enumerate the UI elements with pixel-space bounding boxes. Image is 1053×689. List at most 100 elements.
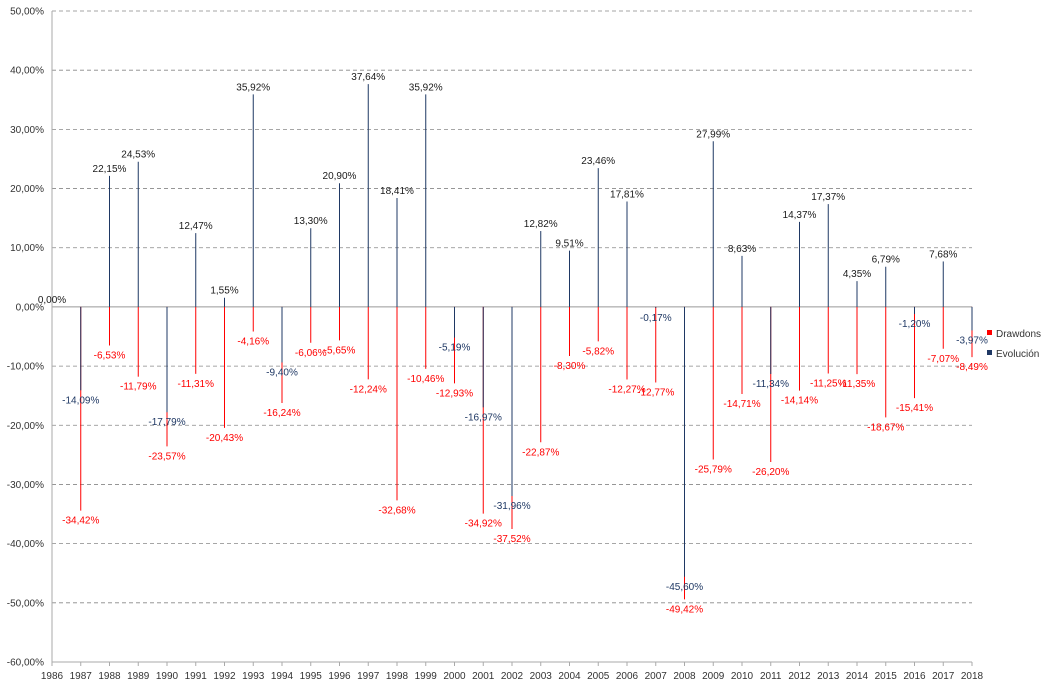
evolucion-data-label: 4,35% xyxy=(843,269,871,280)
evolucion-data-label: 20,90% xyxy=(323,171,357,182)
drawdown-data-label: -10,46% xyxy=(407,374,444,385)
x-tick-label: 2017 xyxy=(932,671,955,682)
bars xyxy=(80,84,973,600)
evolucion-data-label: 12,47% xyxy=(179,221,213,232)
x-tick-label: 2015 xyxy=(875,671,898,682)
x-tick-label: 2016 xyxy=(903,671,926,682)
y-axis: 50,00% 40,00% 30,00% 20,00% 10,00% 0,00% -10,0… xyxy=(7,7,53,669)
x-tick-label: 1986 xyxy=(41,671,64,682)
drawdown-data-label: -5,65% xyxy=(324,345,356,356)
drawdown-data-label: -7,07% xyxy=(927,354,959,365)
x-tick-label: 1998 xyxy=(386,671,409,682)
drawdown-data-label: -6,06% xyxy=(295,348,327,359)
x-tick-label: 2004 xyxy=(558,671,581,682)
x-tick-label: 2010 xyxy=(731,671,754,682)
x-tick-label: 1988 xyxy=(98,671,121,682)
evolucion-data-label: 35,92% xyxy=(236,82,270,93)
evolucion-data-label: -16,97% xyxy=(465,412,502,423)
drawdown-data-label: -11,31% xyxy=(177,379,214,390)
y-tick-label: -40,00% xyxy=(7,539,44,550)
x-tick-label: 2014 xyxy=(846,671,869,682)
evolucion-data-label: 27,99% xyxy=(696,129,730,140)
y-tick-label: -10,00% xyxy=(7,362,44,373)
x-tick-label: 2005 xyxy=(587,671,610,682)
evolucion-data-label: 14,37% xyxy=(783,210,817,221)
x-tick-label: 1987 xyxy=(70,671,93,682)
evolucion-data-label: 17,81% xyxy=(610,190,644,201)
evolucion-data-label: 18,41% xyxy=(380,186,414,197)
x-tick-label: 2012 xyxy=(788,671,811,682)
evolucion-data-label: 6,79% xyxy=(872,255,900,266)
drawdown-data-label: -6,53% xyxy=(94,351,126,362)
drawdown-data-label: -37,52% xyxy=(493,534,530,545)
x-tick-label: 2008 xyxy=(673,671,696,682)
drawdown-data-label: -26,20% xyxy=(752,467,789,478)
drawdown-data-label: -11,79% xyxy=(120,382,157,393)
data-labels: -34,42% -6,53% -11,79% -23,57% -11,31% -20,43… xyxy=(38,72,988,615)
evolucion-data-label: -31,96% xyxy=(493,501,530,512)
drawdown-data-label: -11,35% xyxy=(839,379,876,390)
drawdown-data-label: -18,67% xyxy=(867,422,904,433)
evolucion-data-label: 37,64% xyxy=(351,72,385,83)
x-tick-label: 1995 xyxy=(300,671,323,682)
x-tick-label: 2002 xyxy=(501,671,524,682)
x-tick-label: 1997 xyxy=(357,671,380,682)
evolucion-data-label: -0,17% xyxy=(640,313,672,324)
drawdown-data-label: -11,25% xyxy=(810,378,847,389)
y-tick-label: 50,00% xyxy=(10,7,44,18)
y-tick-label: -60,00% xyxy=(7,658,44,669)
drawdown-data-label: -23,57% xyxy=(148,451,185,462)
y-tick-label: 20,00% xyxy=(10,184,44,195)
evolucion-data-label: 22,15% xyxy=(93,164,127,175)
evolucion-data-label: -5,19% xyxy=(439,343,471,354)
evolucion-data-label: 9,51% xyxy=(555,239,583,250)
evolucion-data-label: -17,79% xyxy=(148,417,185,428)
drawdown-data-label: -4,16% xyxy=(237,337,269,348)
drawdown-data-label: -14,14% xyxy=(781,396,818,407)
drawdown-data-label: -8,49% xyxy=(956,362,988,373)
drawdown-data-label: -12,27% xyxy=(608,385,645,396)
x-tick-label: 2009 xyxy=(702,671,725,682)
x-tick-label: 2006 xyxy=(616,671,639,682)
x-tick-label: 2001 xyxy=(472,671,495,682)
evolucion-data-label: -11,34% xyxy=(752,379,789,390)
evolucion-data-label: -1,20% xyxy=(899,319,931,330)
legend-swatch-drawdons xyxy=(987,330,992,335)
y-tick-label: 40,00% xyxy=(10,66,44,77)
x-tick-label: 2018 xyxy=(961,671,984,682)
evolucion-data-label: -14,09% xyxy=(62,395,99,406)
x-tick-label: 2000 xyxy=(443,671,466,682)
legend-swatch-evolucion xyxy=(987,350,992,355)
evolucion-data-label: 24,53% xyxy=(121,150,155,161)
x-tick-label: 2013 xyxy=(817,671,840,682)
y-tick-label: -50,00% xyxy=(7,598,44,609)
drawdown-data-label: -15,41% xyxy=(896,403,933,414)
drawdown-data-label: -12,93% xyxy=(436,388,473,399)
x-tick-label: 1994 xyxy=(271,671,294,682)
drawdown-data-label: -20,43% xyxy=(206,433,243,444)
evolucion-data-label: 23,46% xyxy=(581,156,615,167)
legend: Drawdons Evolución xyxy=(987,329,1041,360)
drawdown-data-label: -32,68% xyxy=(378,505,415,516)
y-tick-label: 30,00% xyxy=(10,125,44,136)
drawdown-data-label: -12,24% xyxy=(350,384,387,395)
y-tick-label: 10,00% xyxy=(10,243,44,254)
y-tick-label: 0,00% xyxy=(16,302,44,313)
legend-label-evolucion: Evolución xyxy=(996,349,1039,360)
x-tick-label: 1993 xyxy=(242,671,265,682)
evolucion-data-label: -45,60% xyxy=(666,582,703,593)
x-tick-label: 2003 xyxy=(530,671,553,682)
x-tick-label: 1991 xyxy=(185,671,208,682)
x-tick-label: 1992 xyxy=(213,671,236,682)
drawdown-data-label: -34,92% xyxy=(465,519,502,530)
y-tick-label: -20,00% xyxy=(7,421,44,432)
y-tick-label: -30,00% xyxy=(7,480,44,491)
legend-label-drawdons: Drawdons xyxy=(996,329,1041,340)
drawdown-data-label: -16,24% xyxy=(263,408,300,419)
evolucion-data-label: 12,82% xyxy=(524,219,558,230)
evolucion-data-label: 0,00% xyxy=(38,295,66,306)
drawdown-data-label: -49,42% xyxy=(666,604,703,615)
drawdown-data-label: -8,30% xyxy=(554,361,586,372)
evolucion-data-label: 8,63% xyxy=(728,244,756,255)
